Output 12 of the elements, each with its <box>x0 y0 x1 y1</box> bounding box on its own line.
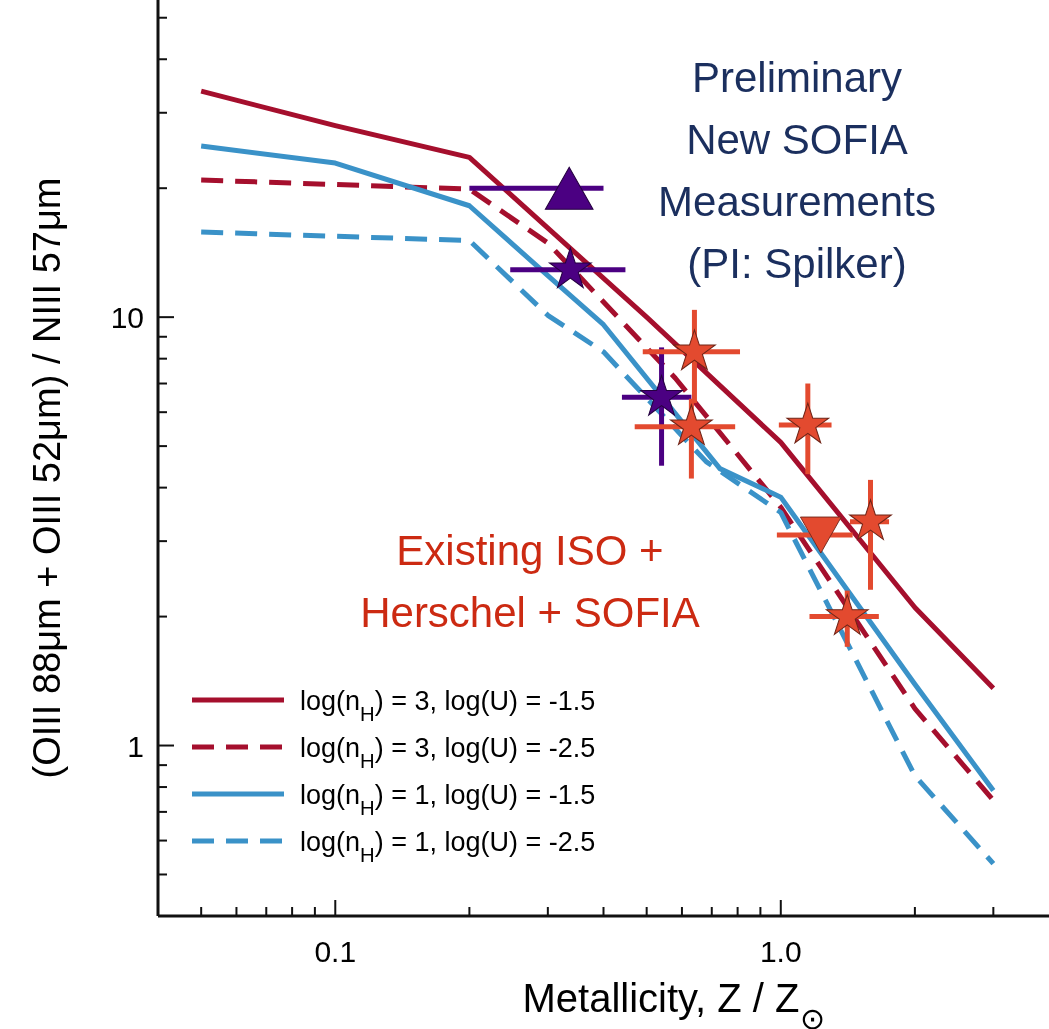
y-axis-title: (OIII 88μm + OIII 52μm) / NIII 57μm <box>26 177 68 779</box>
x-axis-title: Metallicity, Z / Z$_{⊙}$ <box>522 976 825 1029</box>
legend-label: log(n$_{H}$) = 3, log(U) = -1.5 <box>300 686 596 725</box>
legend-label: log(n$_{H}$) = 1, log(U) = -1.5 <box>300 780 596 819</box>
legend-label: log(n$_{H}$) = 1, log(U) = -2.5 <box>300 827 596 866</box>
annotation: Existing ISO + Herschel + SOFIA <box>360 527 700 636</box>
legend-label: log(n$_{H}$) = 3, log(U) = -2.5 <box>300 733 596 772</box>
x-tick-label: 1.0 <box>759 935 802 968</box>
y-tick-label: 1 <box>127 729 144 763</box>
x-tick-label: 0.1 <box>314 935 357 968</box>
y-tick-label: 10 <box>110 301 144 335</box>
annotation: Preliminary New SOFIA Measurements (PI: Spilker) <box>658 54 936 287</box>
